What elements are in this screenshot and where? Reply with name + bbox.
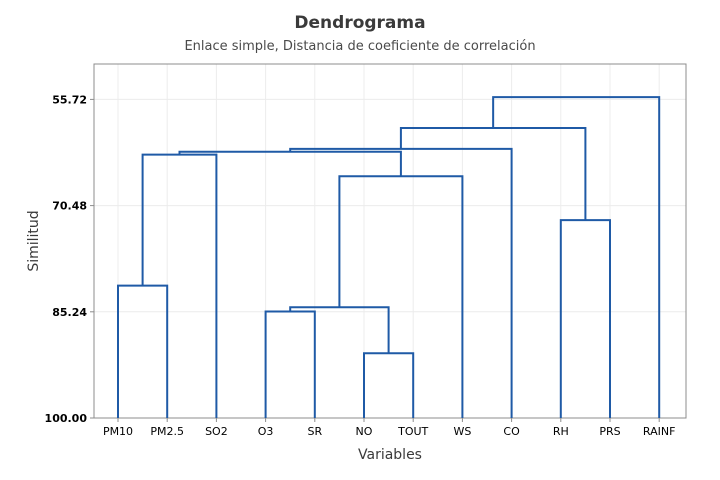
dendrogram-link-4 [289, 306, 390, 354]
x-axis-label: Variables [358, 447, 422, 463]
x-tick-label: TOUT [397, 425, 428, 438]
x-tick-label: PM2.5 [150, 425, 184, 438]
dendrogram-link-9 [559, 219, 611, 418]
dendrogram-link-2 [363, 352, 415, 418]
dendrogram-link-10 [399, 127, 587, 221]
x-tick-label: NO [356, 425, 373, 438]
x-axis-ticks: PM10 PM2.5 SO2 O3 SR NO TOUT WS CO RH PRS RAINF [103, 418, 676, 438]
x-tick-label: RH [553, 425, 569, 438]
x-tick-label: O3 [258, 425, 274, 438]
y-axis-label: Similitud [26, 210, 42, 271]
y-tick-label: 55.72 [52, 93, 87, 106]
plot-frame [93, 63, 687, 419]
grid-layer [94, 64, 686, 419]
dendrogram-link-5 [338, 175, 464, 418]
dendrogram-link-3 [264, 310, 316, 418]
dendrogram-link-6 [141, 153, 218, 418]
y-tick-label: 100.00 [45, 412, 88, 425]
y-axis-ticks: 55.72 70.48 85.24 100.00 [45, 93, 94, 425]
x-tick-label: WS [453, 425, 471, 438]
chart-title: Dendrograma [294, 13, 425, 33]
x-tick-label: CO [503, 425, 520, 438]
x-tick-label: SR [307, 425, 322, 438]
dendrogram-link-1 [117, 284, 169, 418]
y-tick-label: 70.48 [52, 200, 87, 213]
x-tick-label: PRS [599, 425, 620, 438]
x-tick-label: PM10 [103, 425, 133, 438]
x-tick-label: SO2 [205, 425, 228, 438]
chart-subtitle: Enlace simple, Distancia de coeficiente … [184, 39, 535, 54]
x-tick-label: RAINF [643, 425, 676, 438]
y-tick-label: 85.24 [52, 306, 87, 319]
dendrogram-link-11 [492, 96, 661, 418]
dendrogram-link-8 [289, 147, 513, 418]
dendrogram-links [117, 96, 661, 418]
